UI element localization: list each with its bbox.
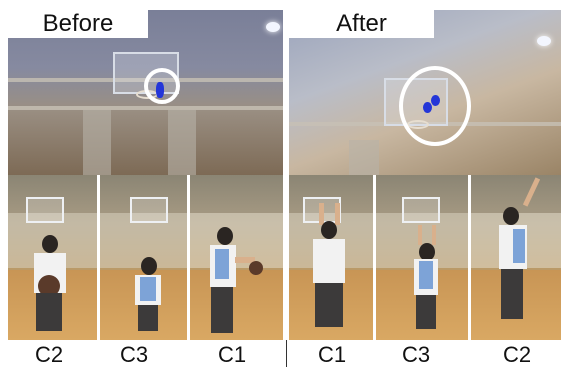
basketball-icon [38,275,60,297]
camera-label-c2: C2 [35,342,64,367]
backboard [26,197,64,223]
ceiling-light-icon [266,22,280,32]
view-divider [373,175,376,340]
backboard [402,197,440,223]
view-divider [468,175,471,340]
camera-view-c2 [471,175,561,340]
after-title: After [289,10,434,38]
camera-label-c3: C3 [402,342,431,367]
panel-separator-line [286,340,287,367]
backboard [130,197,168,223]
camera-view-c2 [8,175,98,340]
camera-view-c1 [190,175,283,340]
basketball-icon [249,261,263,275]
camera-view-c1 [289,175,373,340]
camera-label-c2: C2 [503,342,532,367]
support-beam [83,110,111,175]
ball-highlight-circle [144,68,180,104]
view-divider [97,175,100,340]
support-beam [168,110,196,175]
camera-label-c1: C1 [218,342,247,367]
support-beam [349,140,379,175]
before-panel: Before [8,10,283,340]
camera-label-c1: C1 [318,342,347,367]
camera-view-c3 [100,175,188,340]
ball-highlight-circle [399,66,471,146]
after-panel: After [289,10,561,340]
camera-label-c3: C3 [120,342,149,367]
ceiling-light-icon [537,36,551,46]
before-title: Before [8,10,148,38]
balcony-rail [8,106,283,110]
camera-view-c3 [376,175,468,340]
view-divider [187,175,190,340]
